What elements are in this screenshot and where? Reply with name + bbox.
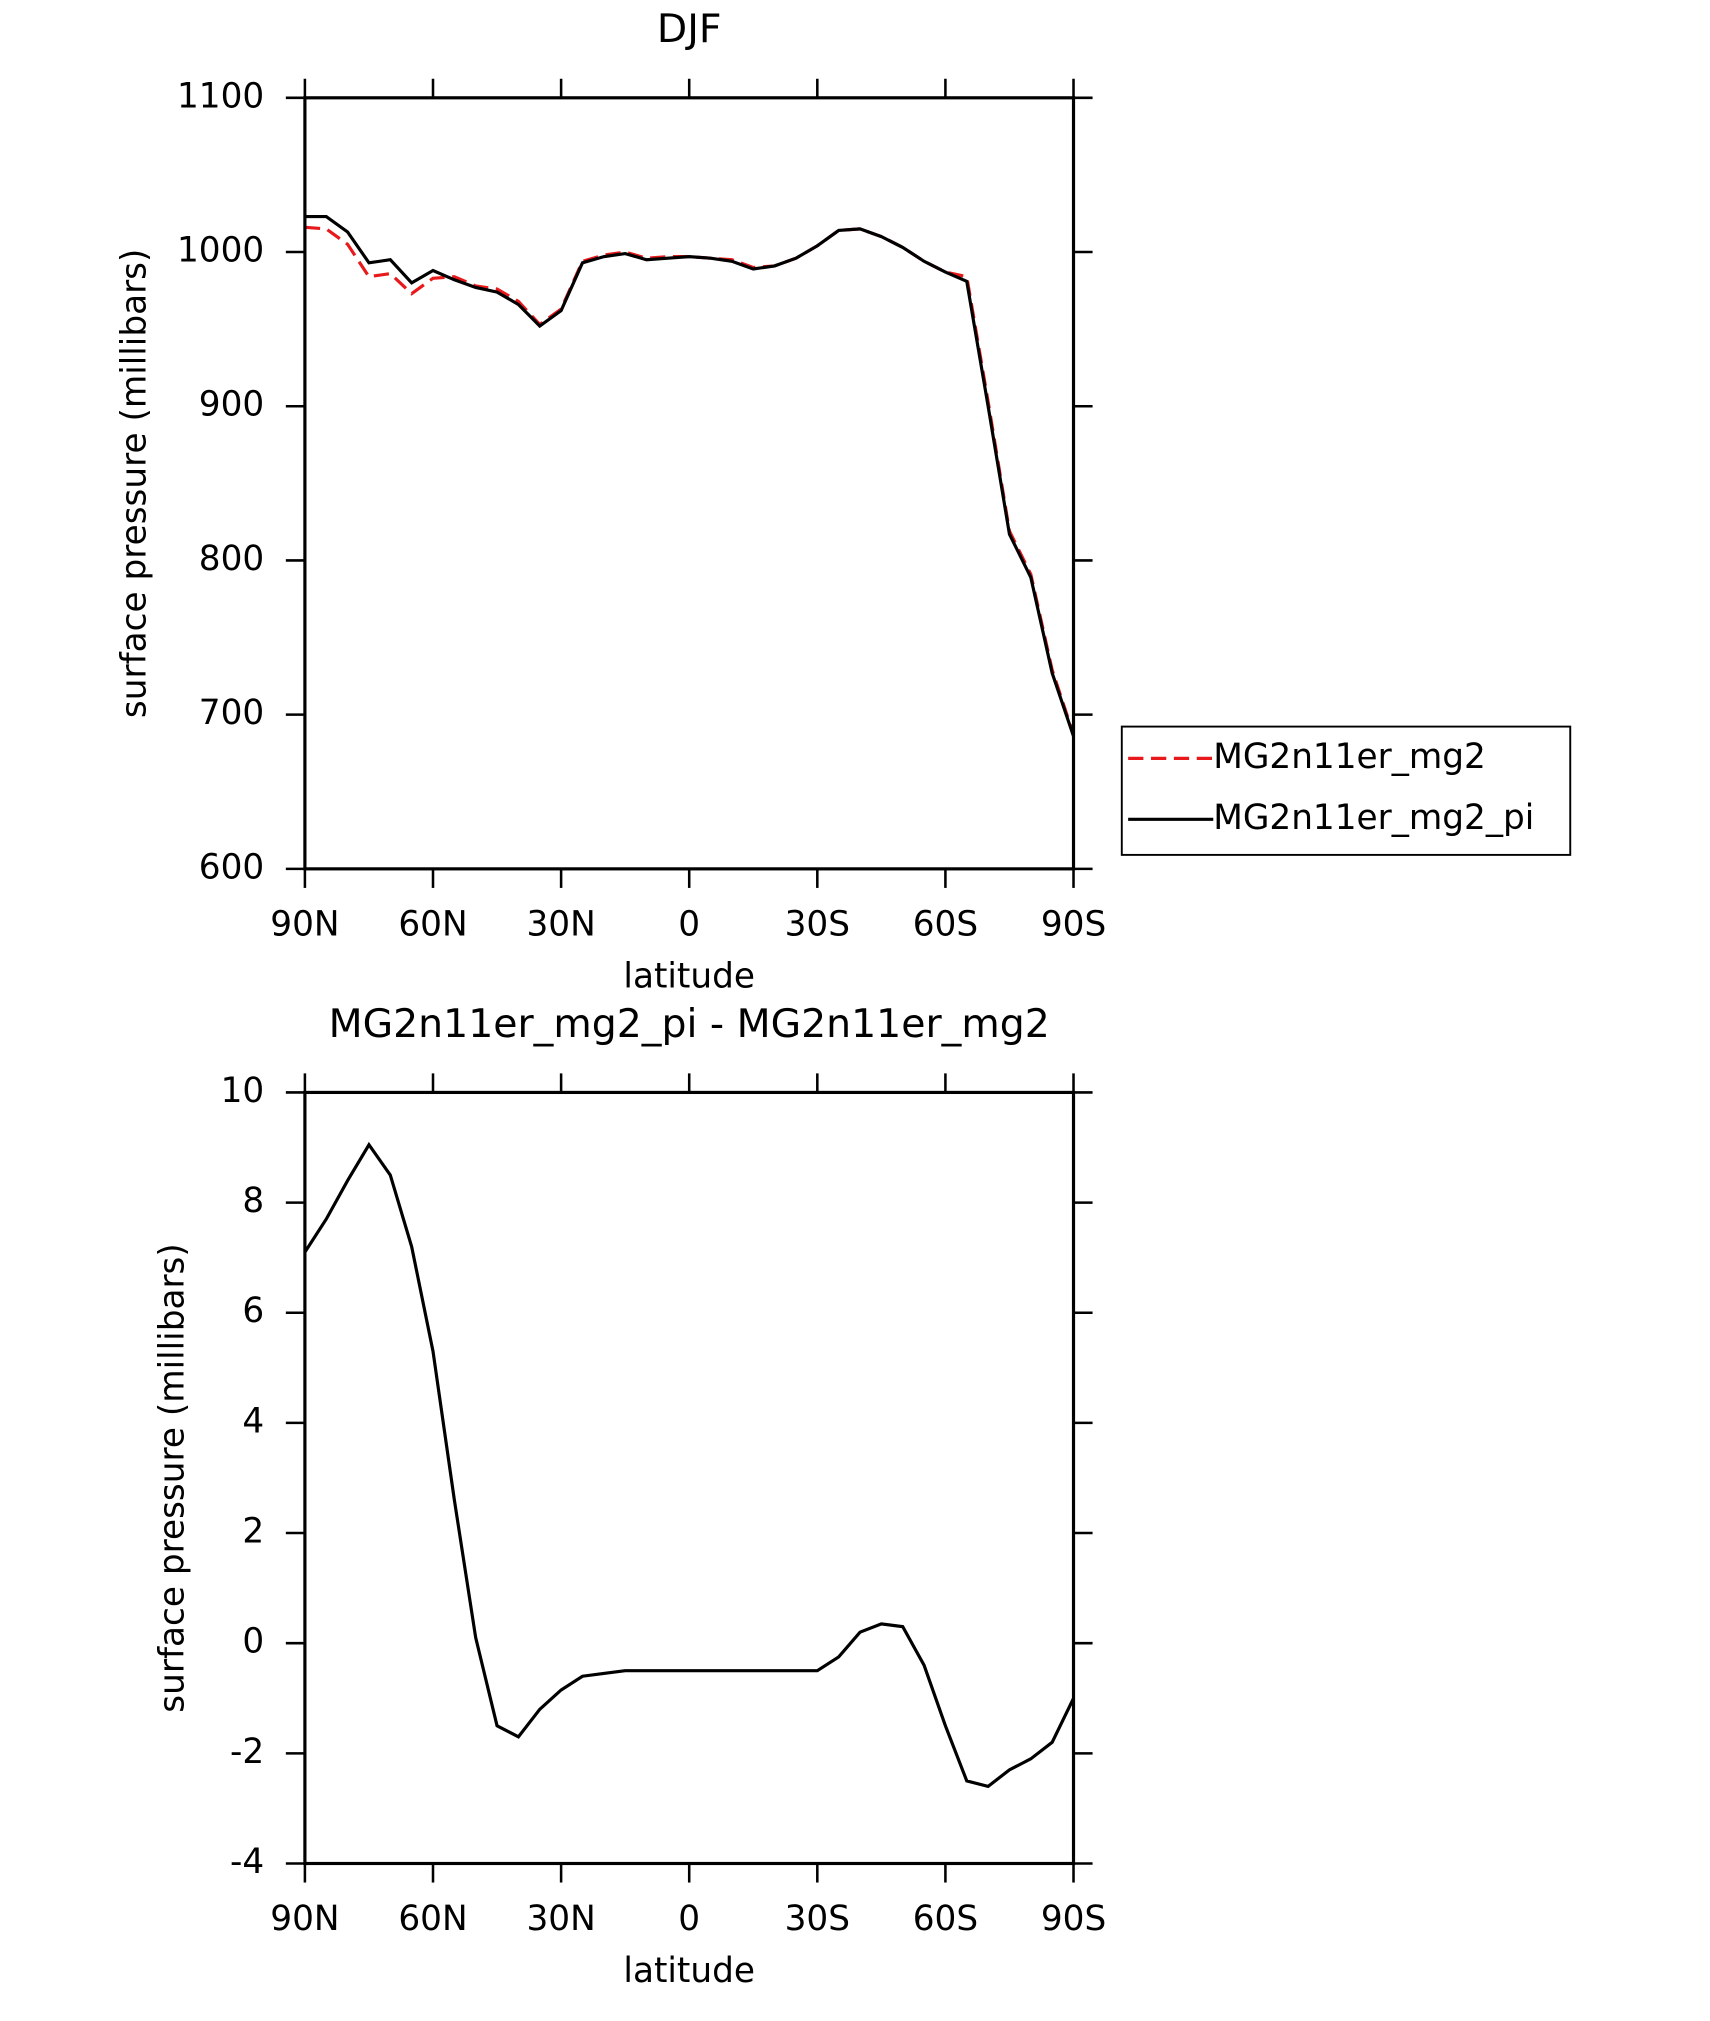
x-tick-label: 30S — [785, 1899, 850, 1939]
y-tick-label: 2 — [242, 1512, 264, 1552]
y-tick-label: 10 — [221, 1071, 265, 1111]
x-tick-label: 30N — [526, 905, 595, 945]
x-axis-label: latitude — [623, 957, 755, 997]
y-tick-label: -2 — [230, 1732, 264, 1772]
y-tick-label: 700 — [199, 693, 264, 733]
series-line — [303, 1141, 1075, 1789]
y-tick-label: -4 — [230, 1842, 264, 1882]
legend-label: MG2n11er_mg2_pi — [1213, 798, 1534, 838]
x-tick-label: 60S — [913, 905, 978, 945]
y-tick-label: 600 — [199, 847, 264, 887]
series-line — [304, 225, 1076, 736]
y-tick-label: 1000 — [177, 231, 264, 271]
y-axis-label: surface pressure (millibars) — [153, 1243, 193, 1713]
y-tick-label: 0 — [242, 1622, 264, 1662]
x-tick-label: 0 — [678, 1899, 700, 1939]
x-tick-label: 90S — [1041, 905, 1106, 945]
chart-title: MG2n11er_mg2_pi - MG2n11er_mg2 — [329, 1001, 1050, 1047]
y-tick-label: 900 — [199, 385, 264, 425]
x-tick-label: 0 — [678, 905, 700, 945]
x-tick-label: 60S — [913, 1899, 978, 1939]
y-tick-label: 8 — [242, 1181, 264, 1221]
x-tick-label: 60N — [398, 1899, 467, 1939]
y-axis-label: surface pressure (millibars) — [114, 249, 154, 719]
y-tick-label: 800 — [199, 539, 264, 579]
series-line — [304, 214, 1076, 737]
x-tick-label: 30S — [785, 905, 850, 945]
x-tick-label: 60N — [398, 905, 467, 945]
y-tick-label: 4 — [242, 1401, 264, 1441]
y-tick-label: 6 — [242, 1291, 264, 1331]
chart-title: DJF — [657, 6, 722, 52]
x-tick-label: 30N — [526, 1899, 595, 1939]
x-tick-label: 90S — [1041, 1899, 1106, 1939]
plot-frame — [303, 1090, 1076, 1866]
x-tick-label: 90N — [270, 905, 339, 945]
legend-box — [1120, 725, 1572, 856]
plot-frame — [303, 96, 1076, 871]
y-tick-label: 1100 — [177, 76, 264, 116]
legend-label: MG2n11er_mg2 — [1213, 737, 1486, 777]
x-tick-label: 90N — [270, 1899, 339, 1939]
x-axis-label: latitude — [623, 1951, 755, 1991]
